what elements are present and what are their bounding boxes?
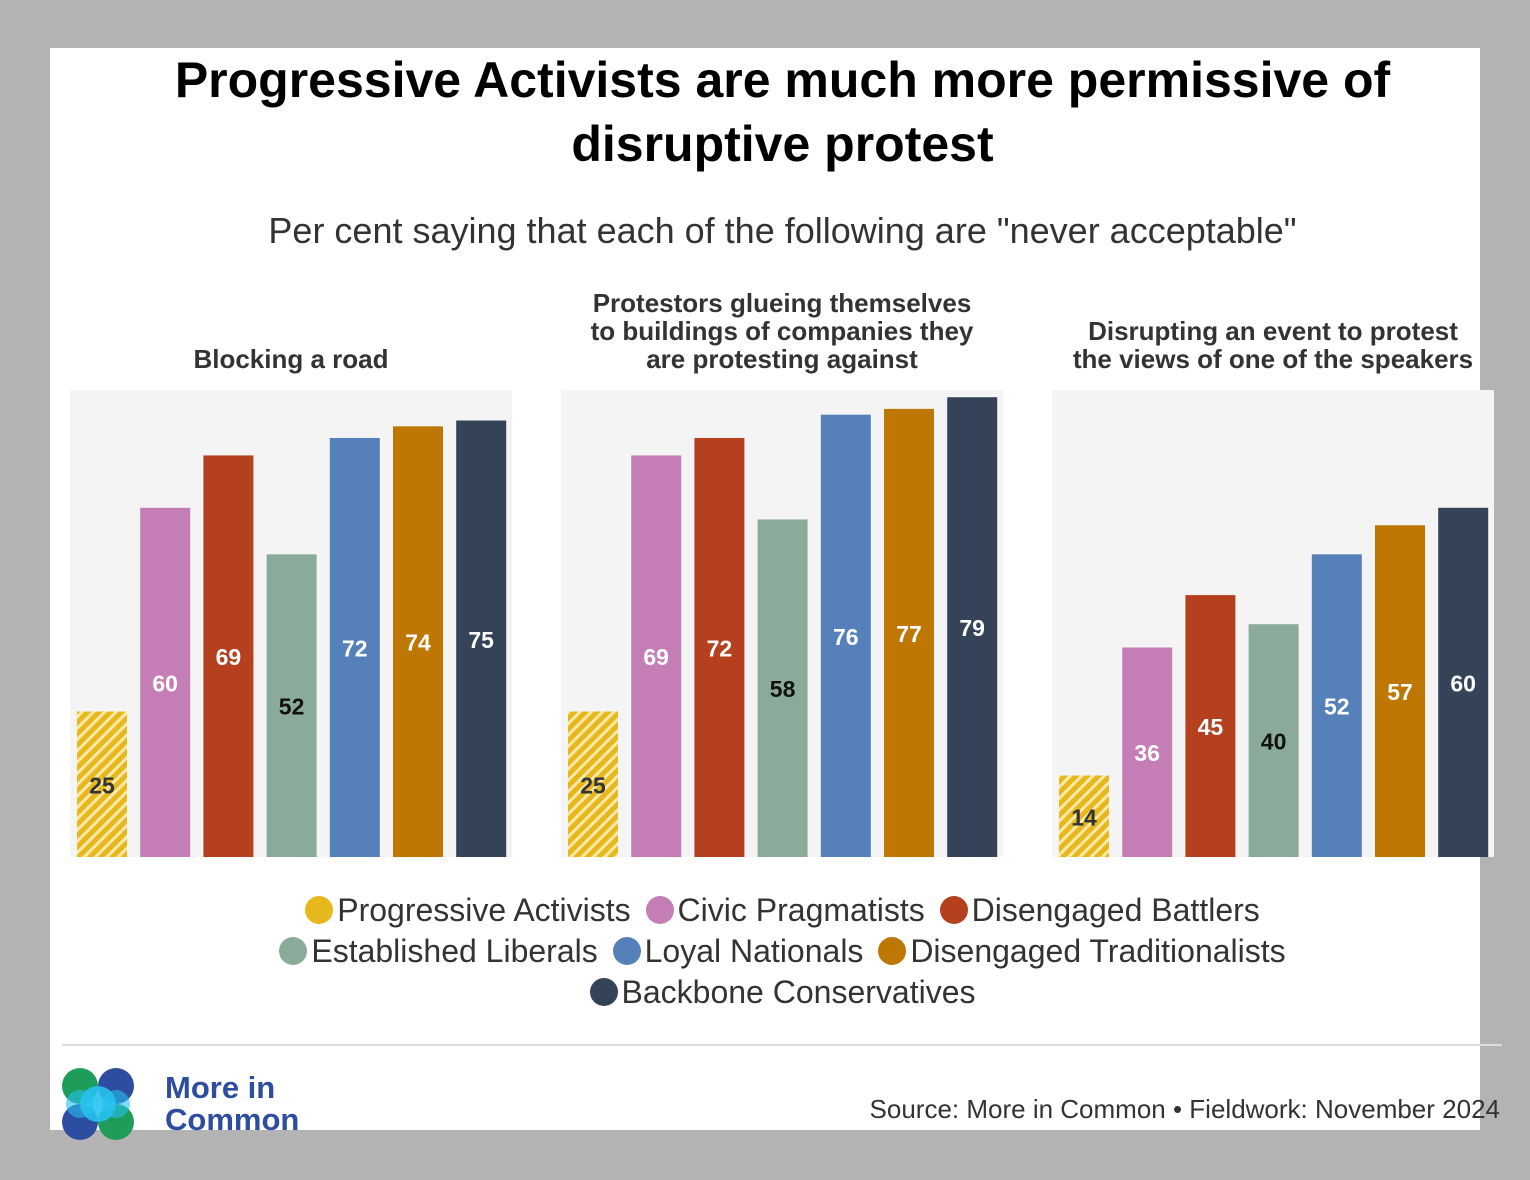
legend-label: Disengaged Battlers	[971, 892, 1260, 928]
data-label: 25	[89, 772, 115, 798]
legend-item-disengaged-traditionalists: Disengaged Traditionalists	[878, 931, 1286, 972]
data-label: 77	[896, 621, 922, 647]
data-label: 76	[833, 624, 859, 650]
bar-backbone-conservatives	[947, 397, 998, 857]
legend: Progressive Activists Civic Pragmatists …	[150, 890, 1415, 1013]
legend-label: Backbone Conservatives	[621, 974, 976, 1010]
bar-progressive-activists	[568, 711, 618, 857]
legend-row-2: Established Liberals Loyal Nationals Dis…	[150, 931, 1415, 972]
data-label: 57	[1387, 679, 1413, 705]
bar-disengaged-battlers	[694, 437, 745, 857]
legend-dot	[589, 978, 618, 1006]
panel-2: Protestors glueing themselves to building…	[561, 288, 1003, 857]
panel-3: Disrupting an event to protest the views …	[1052, 316, 1494, 857]
bar-disengaged-battlers	[203, 455, 254, 857]
bar-civic-pragmatists	[140, 507, 191, 857]
legend-dot	[612, 937, 641, 965]
data-label: 72	[707, 635, 733, 661]
panel-title: Blocking a road	[193, 344, 388, 374]
data-label: 60	[152, 670, 178, 696]
bar-civic-pragmatists	[1122, 647, 1173, 857]
data-label: 75	[468, 627, 494, 653]
legend-item-civic-pragmatists: Civic Pragmatists	[645, 890, 925, 931]
panel-title: Protestors glueing themselves to building…	[591, 288, 974, 374]
legend-row-1: Progressive Activists Civic Pragmatists …	[150, 890, 1415, 931]
data-label: 52	[1324, 694, 1350, 720]
legend-label: Established Liberals	[311, 933, 598, 969]
bar-established-liberals	[757, 519, 808, 857]
bar-charts: Blocking a road 25 60 69 52 72 74 75 Protestors …	[70, 288, 1494, 857]
data-label: 52	[279, 694, 305, 720]
data-label: 72	[342, 635, 368, 661]
bar-backbone-conservatives	[1438, 507, 1489, 857]
legend-dot	[939, 896, 968, 924]
data-label: 69	[643, 644, 669, 670]
logo-line-1: More in	[165, 1070, 276, 1105]
data-label: 45	[1198, 714, 1224, 740]
legend-item-progressive-activists: Progressive Activists	[305, 890, 631, 931]
bar-civic-pragmatists	[631, 455, 682, 857]
logo-line-2: Common	[165, 1102, 300, 1137]
data-label: 60	[1450, 670, 1476, 696]
bar-progressive-activists	[1059, 775, 1109, 857]
legend-item-backbone-conservatives: Backbone Conservatives	[589, 972, 976, 1013]
bar-disengaged-traditionalists	[1375, 525, 1425, 857]
legend-item-disengaged-battlers: Disengaged Battlers	[939, 890, 1260, 931]
data-label: 58	[770, 676, 796, 702]
legend-item-established-liberals: Established Liberals	[279, 931, 598, 972]
data-label: 36	[1134, 740, 1160, 766]
panel-1: Blocking a road 25 60 69 52 72 74 75	[70, 344, 512, 857]
data-label: 69	[216, 644, 242, 670]
legend-dot	[279, 937, 308, 965]
bar-established-liberals	[1248, 624, 1299, 857]
legend-label: Civic Pragmatists	[677, 892, 925, 928]
chart-title: Progressive Activists are much more perm…	[174, 52, 1391, 172]
bar-loyal-nationals	[1311, 554, 1362, 857]
logo-text: More in Common	[165, 1072, 299, 1136]
bar-established-liberals	[266, 554, 317, 857]
bar-disengaged-battlers	[1185, 595, 1236, 857]
panel-title: Disrupting an event to protest the views …	[1073, 316, 1473, 374]
legend-label: Progressive Activists	[337, 892, 631, 928]
legend-dot	[305, 896, 334, 924]
source-note: Source: More in Common • Fieldwork: Nove…	[869, 1094, 1500, 1124]
legend-label: Disengaged Traditionalists	[910, 933, 1286, 969]
legend-dot	[645, 896, 674, 924]
bar-loyal-nationals	[820, 414, 871, 857]
bar-disengaged-traditionalists	[884, 408, 934, 857]
bar-loyal-nationals	[329, 437, 380, 857]
data-label: 14	[1071, 804, 1097, 830]
more-in-common-logo-icon	[62, 1068, 134, 1140]
data-label: 40	[1261, 729, 1287, 755]
chart-subtitle: Per cent saying that each of the followi…	[268, 210, 1297, 251]
legend-label: Loyal Nationals	[644, 933, 864, 969]
bar-backbone-conservatives	[456, 420, 507, 857]
bar-progressive-activists	[77, 711, 127, 857]
data-label: 74	[405, 630, 431, 656]
bar-disengaged-traditionalists	[393, 426, 443, 857]
legend-item-loyal-nationals: Loyal Nationals	[612, 931, 864, 972]
legend-row-3: Backbone Conservatives	[150, 972, 1415, 1013]
data-label: 79	[959, 615, 985, 641]
legend-dot	[878, 937, 907, 965]
data-label: 25	[580, 772, 606, 798]
footer-divider	[62, 1044, 1502, 1046]
